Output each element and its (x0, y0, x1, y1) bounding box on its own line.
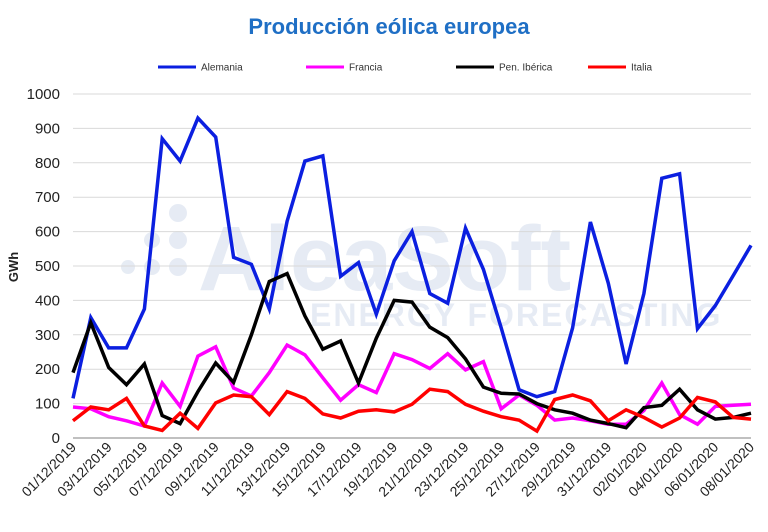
y-tick-label: 400 (35, 292, 60, 309)
gridlines (73, 93, 751, 405)
y-tick-label: 0 (52, 430, 60, 447)
y-tick-label: 1000 (27, 86, 60, 103)
series-line-italia (71, 387, 752, 434)
series-lines (71, 114, 753, 434)
legend-label-alemania: Alemania (201, 63, 243, 74)
y-tick-label: 500 (35, 258, 60, 275)
series-line-francia (72, 342, 752, 429)
y-tick-label: 100 (35, 396, 60, 413)
y-tick-label: 200 (35, 361, 60, 378)
y-tick-label: 600 (35, 224, 60, 241)
y-tick-label: 300 (35, 327, 60, 344)
chart-title: Producción eólica europea (248, 14, 530, 39)
legend: Alemania Francia Pen. Ibérica Italia (158, 63, 653, 74)
y-tick-label: 900 (35, 120, 60, 137)
y-tick-label: 800 (35, 155, 60, 172)
series-line-alemania (71, 114, 753, 399)
legend-label-italia: Italia (631, 63, 653, 74)
legend-label-pen-iberica: Pen. Ibérica (499, 63, 553, 74)
y-axis-label: GWh (6, 252, 21, 282)
x-axis-ticks: 01/12/201903/12/201905/12/201907/12/2019… (18, 439, 757, 500)
y-axis-ticks: 0 100 200 300 400 500 600 700 800 900 1000 (27, 86, 60, 447)
legend-label-francia: Francia (349, 63, 383, 74)
y-tick-label: 700 (35, 189, 60, 206)
